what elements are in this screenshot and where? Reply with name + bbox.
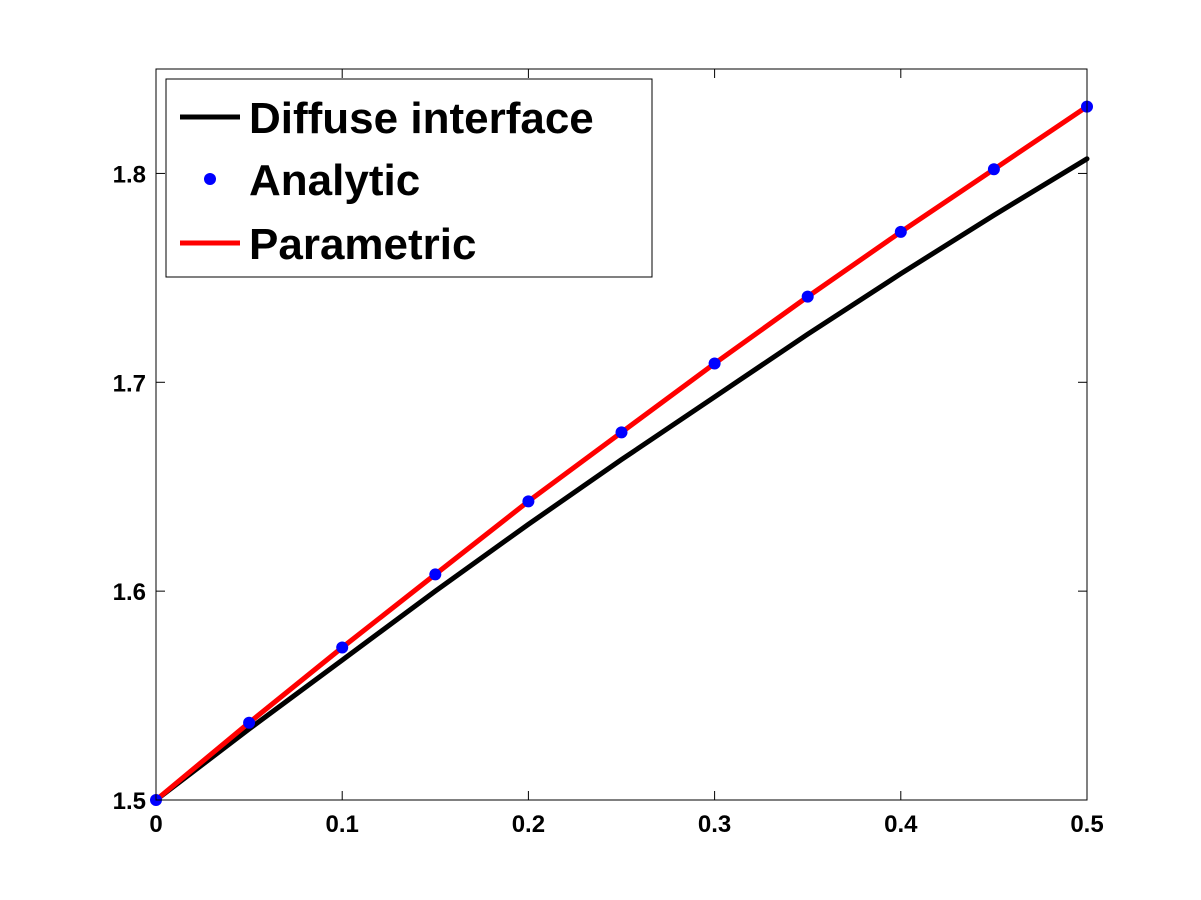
analytic-point-1 [243,716,256,729]
x-tick-label-4: 0.4 [884,811,918,838]
analytic-point-4 [522,495,535,508]
x-tick-label-3: 0.3 [698,811,731,838]
analytic-point-5 [615,426,628,439]
x-tick-label-2: 0.2 [512,811,545,838]
y-tick-label-2: 1.7 [113,370,146,397]
plot-frame [155,68,1088,801]
analytic-point-8 [894,225,907,238]
y-tick-label-0: 1.5 [113,788,146,815]
x-tick-label-5: 0.5 [1070,811,1103,838]
analytic-point-2 [336,641,349,654]
y-tick-label-3: 1.8 [113,161,146,188]
y-tick-label-1: 1.6 [113,579,146,606]
analytic-point-3 [429,568,442,581]
analytic-point-7 [801,290,814,303]
legend-swatch-analytic [204,173,216,185]
series-line-diffuse-interface [153,156,1090,803]
legend: Diffuse interface Analytic Parametric [165,78,653,278]
analytic-point-6 [708,357,721,370]
legend-box [165,78,653,278]
x-tick-label-1: 0.1 [326,811,359,838]
plot-border [155,68,1088,801]
x-tick-label-0: 0 [149,811,162,838]
legend-label-parametric: Parametric [249,220,476,269]
legend-label-analytic: Analytic [249,156,420,205]
analytic-point-9 [987,163,1000,176]
series-layer [150,100,1093,806]
legend-label-diffuse-interface: Diffuse interface [249,94,594,143]
axes: 0 0.1 0.2 0.3 0.4 0.5 1.5 1.6 1.7 1.8 [113,69,1104,838]
